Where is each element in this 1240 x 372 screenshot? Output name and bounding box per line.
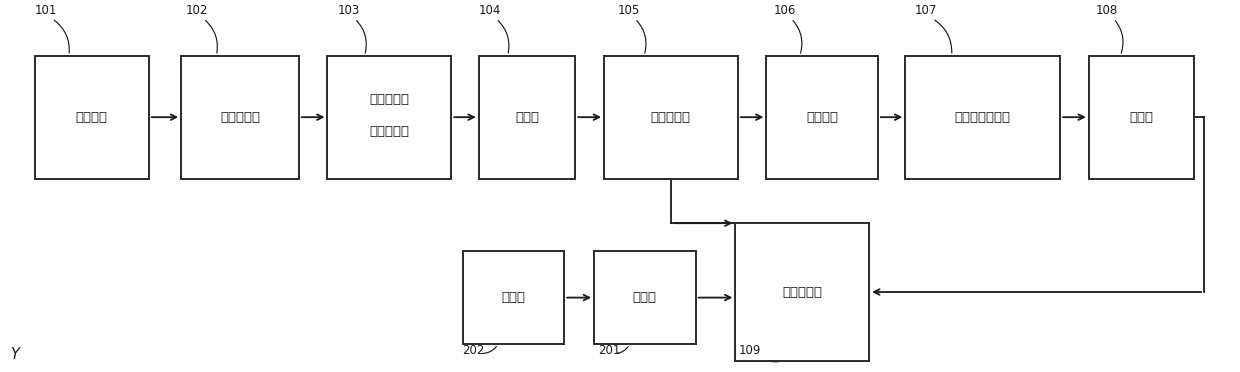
Text: 高速光电探测器: 高速光电探测器 [955, 111, 1011, 124]
Text: 频谱仪: 频谱仪 [632, 291, 657, 304]
Text: 201: 201 [598, 344, 620, 357]
Bar [181, 56, 299, 179]
Text: 色散光纤: 色散光纤 [806, 111, 838, 124]
Bar [1089, 56, 1194, 179]
Text: 105: 105 [618, 4, 640, 17]
Text: 202: 202 [463, 344, 485, 357]
Text: 102: 102 [186, 4, 208, 17]
Text: Y: Y [10, 347, 19, 362]
Bar [905, 56, 1060, 179]
Bar [35, 56, 149, 179]
Bar [735, 223, 869, 361]
Text: 103: 103 [337, 4, 360, 17]
Text: 低噪放: 低噪放 [1130, 111, 1153, 124]
Text: 微波功分器: 微波功分器 [782, 286, 822, 298]
Text: 光纤起偏器: 光纤起偏器 [219, 111, 260, 124]
Bar [327, 56, 451, 179]
Bar [604, 56, 738, 179]
Bar [766, 56, 878, 179]
Text: 宽谱光源: 宽谱光源 [76, 111, 108, 124]
Text: 109: 109 [739, 344, 761, 357]
Text: 待测高双折: 待测高双折 [370, 93, 409, 106]
Text: 106: 106 [774, 4, 796, 17]
Bar [594, 251, 696, 344]
Text: 104: 104 [479, 4, 501, 17]
Bar [463, 251, 564, 344]
Text: 108: 108 [1096, 4, 1118, 17]
Text: 电光调制器: 电光调制器 [651, 111, 691, 124]
Bar [479, 56, 575, 179]
Text: 101: 101 [35, 4, 57, 17]
Text: 检偏器: 检偏器 [515, 111, 539, 124]
Text: 107: 107 [915, 4, 937, 17]
Text: 射保偏光纤: 射保偏光纤 [370, 125, 409, 138]
Text: 计算器: 计算器 [501, 291, 526, 304]
